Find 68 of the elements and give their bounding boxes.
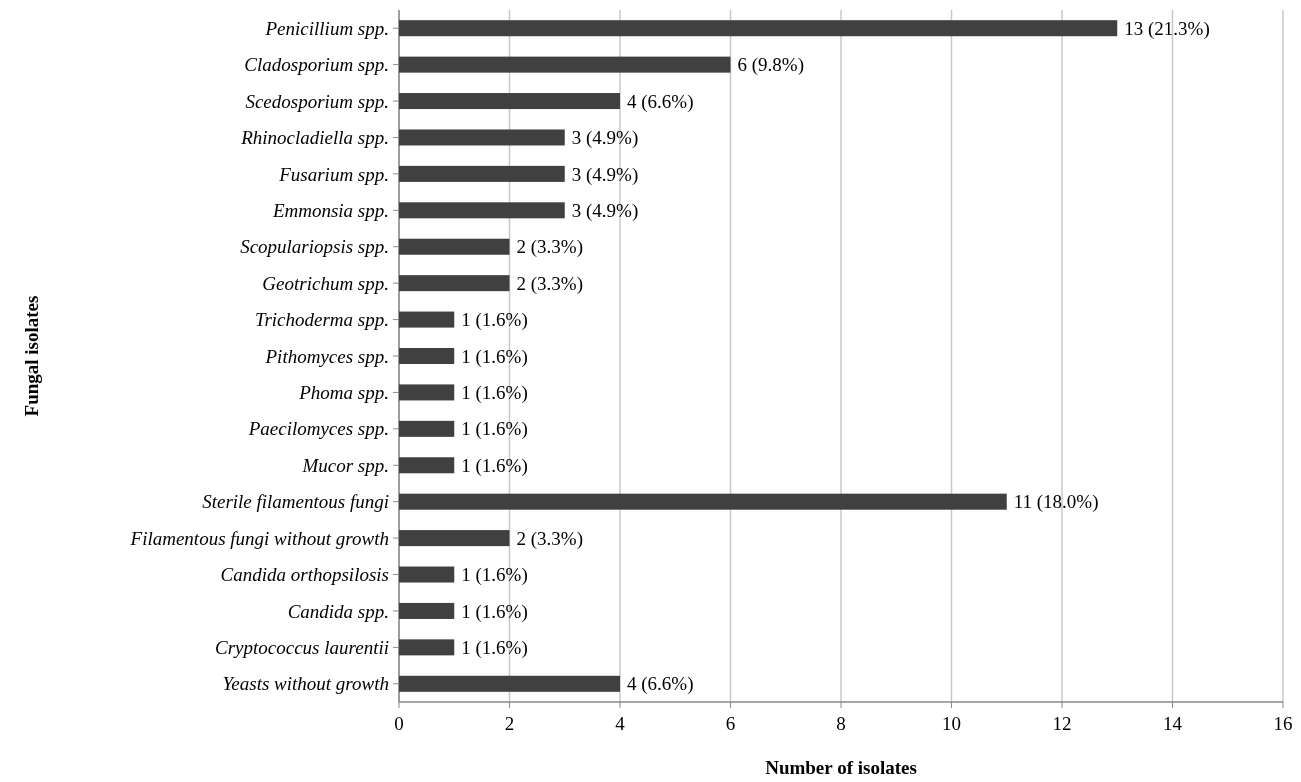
y-tick-label: Scopulariopsis spp. <box>240 236 389 258</box>
x-axis-title: Number of isolates <box>765 757 917 778</box>
x-tick-label: 6 <box>725 713 736 734</box>
y-tick-label: Emmonsia spp. <box>271 199 389 221</box>
x-tick-label: 12 <box>1052 713 1072 734</box>
data-label: 1 (1.6%) <box>461 418 528 441</box>
bar <box>399 457 455 474</box>
x-tick-label: 14 <box>1163 713 1183 734</box>
x-tick-label: 0 <box>394 713 404 734</box>
data-label: 6 (9.8%) <box>737 54 804 77</box>
data-label: 11 (18.0%) <box>1013 491 1099 514</box>
y-tick-label: Filamentous fungi without growth <box>129 527 389 549</box>
y-tick-label: Cryptococcus laurentii <box>215 637 389 659</box>
x-tick-label: 10 <box>942 713 961 734</box>
data-label: 4 (6.6%) <box>627 90 694 113</box>
bar <box>399 129 565 146</box>
bar <box>399 238 510 255</box>
y-tick-label: Rhinocladiella spp. <box>240 127 389 149</box>
y-tick-label: Trichoderma spp. <box>254 309 389 331</box>
y-tick-label: Pithomyces spp. <box>264 345 389 367</box>
data-label: 3 (4.9%) <box>571 127 639 150</box>
y-tick-label: Scedosporium spp. <box>245 90 389 112</box>
data-label: 1 (1.6%) <box>461 564 528 587</box>
bar <box>399 384 455 401</box>
data-label: 3 (4.9%) <box>571 163 639 186</box>
y-tick-label: Geotrichum spp. <box>262 272 389 294</box>
bar <box>399 93 620 110</box>
bar <box>399 566 455 583</box>
y-tick-label: Candida orthopsilosis <box>220 564 389 586</box>
bar <box>399 347 455 365</box>
y-tick-label: Fusarium spp. <box>278 163 389 185</box>
y-tick-label: Mucor spp. <box>301 454 389 476</box>
bar <box>399 202 565 219</box>
y-tick-label: Yeasts without growth <box>222 673 389 695</box>
data-label: 2 (3.3%) <box>516 527 583 550</box>
bar <box>399 639 455 656</box>
data-label: 1 (1.6%) <box>461 454 528 477</box>
y-tick-label: Candida spp. <box>287 600 389 622</box>
data-label: 1 (1.6%) <box>461 345 528 368</box>
bar <box>399 530 510 547</box>
data-label: 2 (3.3%) <box>516 272 583 295</box>
bar <box>399 56 731 73</box>
x-tick-label: 16 <box>1273 713 1293 734</box>
y-tick-label: Sterile filamentous fungi <box>202 491 389 513</box>
bar <box>399 165 565 182</box>
x-tick-label: 4 <box>615 713 626 734</box>
y-tick-label: Paecilomyces spp. <box>247 418 389 440</box>
bar <box>399 311 455 328</box>
data-label: 13 (21.3%) <box>1124 17 1210 40</box>
data-label: 2 (3.3%) <box>516 236 583 259</box>
bar <box>399 275 510 292</box>
y-tick-label: Penicillium spp. <box>264 17 389 39</box>
y-axis-title: Fungal isolates <box>21 295 42 417</box>
data-label: 3 (4.9%) <box>571 199 639 222</box>
data-label: 1 (1.6%) <box>461 600 528 623</box>
x-tick-label: 2 <box>504 713 515 734</box>
bar <box>399 602 455 619</box>
x-tick-label: 8 <box>836 713 846 734</box>
y-tick-label: Phoma spp. <box>298 382 389 404</box>
bar <box>399 675 620 692</box>
bar <box>399 20 1118 37</box>
data-label: 1 (1.6%) <box>461 309 528 332</box>
bar <box>399 493 1007 510</box>
data-label: 1 (1.6%) <box>461 382 528 405</box>
data-label: 1 (1.6%) <box>461 637 528 660</box>
y-tick-label: Cladosporium spp. <box>244 54 389 76</box>
bar <box>399 420 455 437</box>
data-label: 4 (6.6%) <box>627 673 694 696</box>
